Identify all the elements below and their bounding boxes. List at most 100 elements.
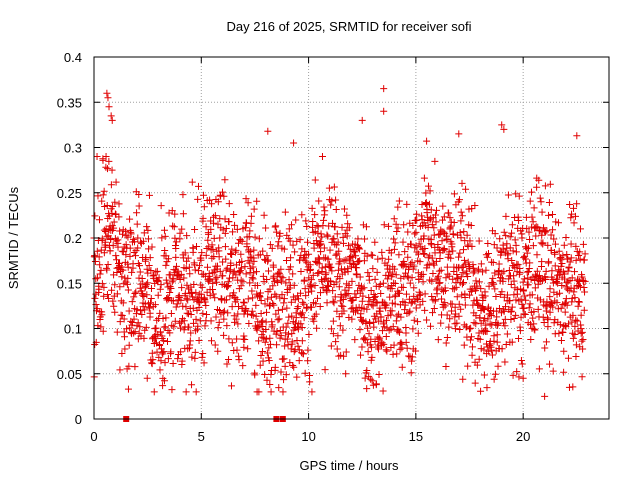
data-point	[278, 277, 286, 285]
data-point	[262, 335, 270, 343]
data-point	[427, 322, 435, 330]
data-point	[573, 200, 581, 208]
data-point	[385, 271, 393, 279]
data-point	[378, 327, 386, 335]
data-point	[462, 185, 470, 193]
data-point	[91, 252, 99, 260]
data-point	[521, 310, 529, 318]
data-point	[176, 275, 184, 283]
data-point	[475, 265, 483, 273]
data-point	[249, 311, 257, 319]
data-point	[348, 297, 356, 305]
data-point	[395, 251, 403, 259]
y-axis-label: SRMTID / TECUs	[6, 186, 21, 289]
data-point	[179, 191, 187, 199]
data-point	[288, 330, 296, 338]
data-point	[166, 329, 174, 337]
data-point	[439, 246, 447, 254]
data-point	[177, 318, 185, 326]
data-point	[311, 282, 319, 290]
data-point	[546, 293, 554, 301]
data-point	[413, 295, 421, 303]
data-point	[486, 306, 494, 314]
data-point	[130, 238, 138, 246]
data-point	[491, 370, 499, 378]
data-point	[166, 289, 174, 297]
data-point	[493, 338, 501, 346]
data-point	[135, 202, 143, 210]
data-point	[98, 280, 106, 288]
data-point	[262, 325, 270, 333]
data-point	[136, 262, 144, 270]
data-point	[304, 238, 312, 246]
data-point	[538, 208, 546, 216]
data-point	[390, 235, 398, 243]
data-point	[234, 239, 242, 247]
data-point	[187, 329, 195, 337]
data-point	[345, 281, 353, 289]
data-point	[165, 295, 173, 303]
data-point	[447, 254, 455, 262]
data-point	[183, 281, 191, 289]
data-point	[103, 202, 111, 210]
data-point	[458, 179, 466, 187]
data-point	[526, 259, 534, 267]
data-point	[134, 244, 142, 252]
data-point	[553, 299, 561, 307]
data-point	[147, 294, 155, 302]
data-point	[172, 262, 180, 270]
data-point	[460, 256, 468, 264]
data-point	[359, 292, 367, 300]
data-point	[317, 289, 325, 297]
data-point	[288, 338, 296, 346]
data-point	[302, 217, 310, 225]
data-point	[483, 253, 491, 261]
data-point	[376, 334, 384, 342]
x-tick-label: 5	[198, 429, 205, 444]
data-point	[331, 223, 339, 231]
data-point	[301, 247, 309, 255]
data-point	[94, 322, 102, 330]
data-point	[502, 232, 510, 240]
data-point	[331, 293, 339, 301]
data-point	[547, 298, 555, 306]
data-point	[214, 198, 222, 206]
data-point	[327, 201, 335, 209]
data-point	[540, 224, 548, 232]
data-point	[236, 236, 244, 244]
data-point	[519, 374, 527, 382]
data-point	[459, 246, 467, 254]
data-point	[248, 274, 256, 282]
data-point	[111, 281, 119, 289]
data-point	[517, 356, 525, 364]
data-point	[490, 280, 498, 288]
data-point	[387, 311, 395, 319]
data-point	[439, 202, 447, 210]
data-point	[317, 240, 325, 248]
data-point	[249, 263, 257, 271]
data-point	[566, 258, 574, 266]
data-point	[202, 251, 210, 259]
data-point	[575, 298, 583, 306]
data-point	[521, 292, 529, 300]
data-point	[263, 349, 271, 357]
data-point	[191, 266, 199, 274]
data-point	[264, 257, 272, 265]
data-point	[481, 292, 489, 300]
data-point	[395, 197, 403, 205]
data-point	[315, 269, 323, 277]
data-point	[458, 264, 466, 272]
data-point	[420, 250, 428, 258]
data-point	[557, 304, 565, 312]
data-point	[369, 381, 377, 389]
data-point	[118, 263, 126, 271]
data-point	[207, 225, 215, 233]
data-point	[558, 259, 566, 267]
data-point	[544, 323, 552, 331]
data-point	[131, 252, 139, 260]
data-point	[288, 312, 296, 320]
data-point	[457, 234, 465, 242]
data-point	[318, 233, 326, 241]
data-point	[518, 234, 526, 242]
data-point	[471, 202, 479, 210]
